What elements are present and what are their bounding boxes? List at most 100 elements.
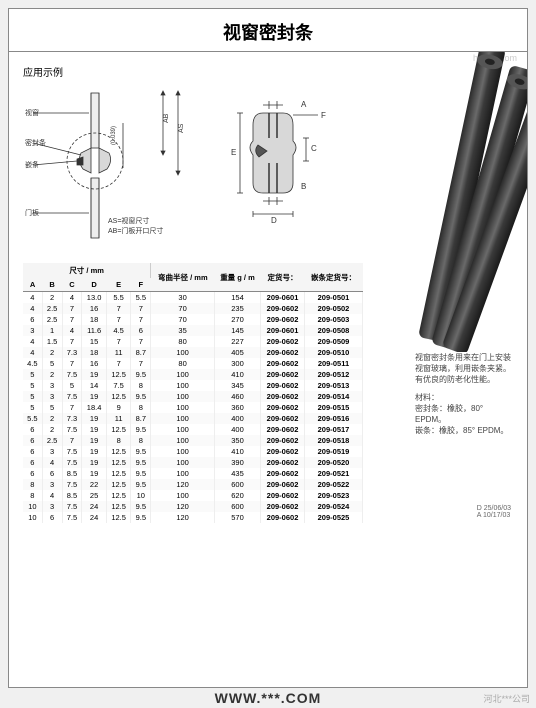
cell-dim: 12.5 xyxy=(106,424,131,435)
cell-dim: 19 xyxy=(82,468,107,479)
cell-dim: 10 xyxy=(23,512,42,523)
cell-dim: 19 xyxy=(82,446,107,457)
cell-dim: 7 xyxy=(106,314,131,325)
cell-dim: 12.5 xyxy=(106,479,131,490)
table-row: 41.57157780227209-0602209-0509 xyxy=(23,336,363,347)
material-label: 材料： xyxy=(415,392,515,403)
cell-dim: 5 xyxy=(23,369,42,380)
cell-weight: 345 xyxy=(214,380,260,391)
doc-meta-d: D 25/06/03 xyxy=(477,505,511,512)
th-dim-e: E xyxy=(106,278,131,292)
cell-dim: 24 xyxy=(82,512,107,523)
cell-bend: 100 xyxy=(151,402,215,413)
table-row: 62.571988100350209-0602209-0518 xyxy=(23,435,363,446)
cell-dim: 6 xyxy=(23,314,42,325)
cell-ref: 209-0602 xyxy=(261,369,305,380)
cell-dim: 9.5 xyxy=(131,501,151,512)
cell-dim: 18.4 xyxy=(82,402,107,413)
cell-dim: 18 xyxy=(82,347,107,358)
cell-ref: 209-0602 xyxy=(261,479,305,490)
table-row: 4.557167780300209-0602209-0511 xyxy=(23,358,363,369)
cell-dim: 2 xyxy=(42,292,62,304)
cell-dim: 5.5 xyxy=(23,413,42,424)
cell-dim: 7 xyxy=(131,303,151,314)
cell-dim: 6 xyxy=(42,512,62,523)
cell-ref: 209-0602 xyxy=(261,512,305,523)
cell-dim: 3 xyxy=(42,380,62,391)
cell-dim: 10 xyxy=(23,501,42,512)
table-row: 427.318118.7100405209-0602209-0510 xyxy=(23,347,363,358)
cell-weight: 350 xyxy=(214,435,260,446)
cell-weight: 145 xyxy=(214,325,260,336)
material-lock: 嵌条：橡胶，85° EPDM。 xyxy=(415,425,515,436)
cell-dim: 4.5 xyxy=(106,325,131,336)
cell-dim: 3 xyxy=(42,446,62,457)
cell-weight: 570 xyxy=(214,512,260,523)
cell-dim: 1 xyxy=(42,325,62,336)
cell-lockref: 209-0524 xyxy=(305,501,363,512)
cell-lockref: 209-0519 xyxy=(305,446,363,457)
cell-ref: 209-0601 xyxy=(261,292,305,304)
cell-weight: 235 xyxy=(214,303,260,314)
cell-dim: 18 xyxy=(82,314,107,325)
cell-dim: 7.5 xyxy=(62,424,82,435)
cell-ref: 209-0602 xyxy=(261,402,305,413)
dim-b: B xyxy=(301,182,306,191)
cell-lockref: 209-0518 xyxy=(305,435,363,446)
cell-lockref: 209-0501 xyxy=(305,292,363,304)
cell-dim: 7 xyxy=(106,303,131,314)
label-ab: AB xyxy=(163,113,170,123)
cell-dim: 9.5 xyxy=(131,446,151,457)
cell-dim: 7 xyxy=(62,435,82,446)
cell-dim: 9 xyxy=(106,402,131,413)
cell-dim: 7 xyxy=(131,314,151,325)
cell-dim: 8 xyxy=(131,380,151,391)
cell-ref: 209-0602 xyxy=(261,490,305,501)
cell-ref: 209-0602 xyxy=(261,435,305,446)
cell-dim: 5 xyxy=(42,358,62,369)
desc-p1: 视窗密封条用来在门上安装视窗玻璃，利用嵌条夹紧。 xyxy=(415,352,515,374)
cell-dim: 2 xyxy=(42,413,62,424)
cell-dim: 5 xyxy=(23,380,42,391)
cell-dim: 4 xyxy=(62,325,82,336)
footer-company: 河北***公司 xyxy=(483,692,530,705)
label-as: AS xyxy=(178,123,185,133)
cell-dim: 2.5 xyxy=(42,314,62,325)
cell-lockref: 209-0511 xyxy=(305,358,363,369)
cell-dim: 2 xyxy=(42,369,62,380)
cell-lockref: 209-0516 xyxy=(305,413,363,424)
cell-dim: 2 xyxy=(42,424,62,435)
spec-table-wrap: 尺寸 / mm 弯曲半径 / mm 重量 g / m 定货号： 嵌条定货号： A… xyxy=(23,263,363,523)
cell-lockref: 209-0523 xyxy=(305,490,363,501)
dim-a: A xyxy=(301,100,307,109)
cell-lockref: 209-0513 xyxy=(305,380,363,391)
cell-dim: 7 xyxy=(62,358,82,369)
cell-dim: 6 xyxy=(23,468,42,479)
cell-dim: 7 xyxy=(62,303,82,314)
cell-dim: 10 xyxy=(131,490,151,501)
cell-lockref: 209-0514 xyxy=(305,391,363,402)
cell-ref: 209-0602 xyxy=(261,380,305,391)
cell-dim: 4 xyxy=(23,347,42,358)
cell-ref: 209-0602 xyxy=(261,358,305,369)
table-row: 668.51912.59.5100435209-0602209-0521 xyxy=(23,468,363,479)
cell-dim: 16 xyxy=(82,303,107,314)
cell-dim: 4 xyxy=(42,490,62,501)
cell-dim: 19 xyxy=(82,413,107,424)
product-photo xyxy=(367,52,527,352)
cell-dim: 14 xyxy=(82,380,107,391)
label-lock: 嵌条 xyxy=(25,160,39,169)
cell-bend: 120 xyxy=(151,479,215,490)
dim-f: F xyxy=(321,111,326,120)
cell-dim: 15 xyxy=(82,336,107,347)
cell-dim: 4 xyxy=(23,303,42,314)
th-group-dim: 尺寸 / mm xyxy=(23,263,151,278)
table-row: 537.51912.59.5100460209-0602209-0514 xyxy=(23,391,363,402)
cell-weight: 410 xyxy=(214,369,260,380)
cell-bend: 100 xyxy=(151,446,215,457)
cell-dim: 9.5 xyxy=(131,457,151,468)
cell-bend: 100 xyxy=(151,380,215,391)
cell-weight: 270 xyxy=(214,314,260,325)
cell-weight: 300 xyxy=(214,358,260,369)
cell-dim: 9.5 xyxy=(131,391,151,402)
